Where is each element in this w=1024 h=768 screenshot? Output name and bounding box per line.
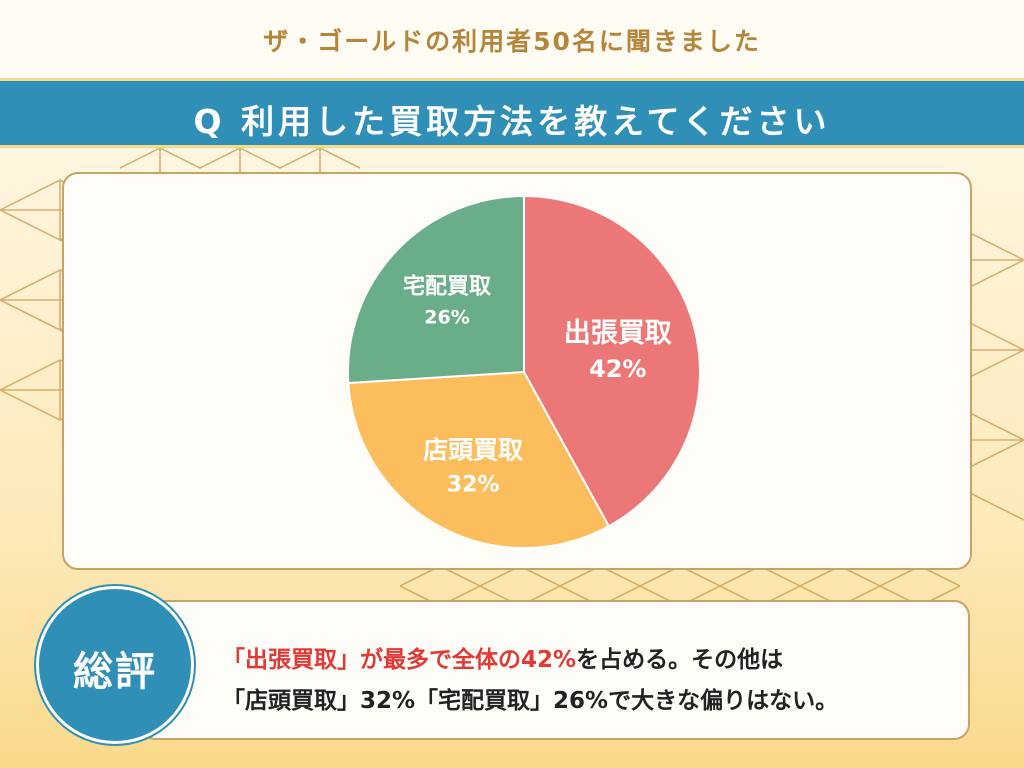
question-title-bar: Q 利用した買取方法を教えてください: [0, 78, 1024, 148]
summary-line-1: 「出張買取」が最多で全体の42%を占める。その他は: [222, 640, 962, 681]
slice-value-label: 26%: [424, 307, 469, 329]
slice-value-label: 42%: [589, 355, 646, 383]
summary-badge-label: 総評: [73, 649, 157, 695]
summary-line-2: 「店頭買取」32%「宅配買取」26%で大きな偏りはない。: [222, 688, 839, 714]
slice-tento: [347, 370, 611, 549]
summary-text: 「出張買取」が最多で全体の42%を占める。その他は 「店頭買取」32%「宅配買取…: [222, 640, 962, 722]
question-title: Q 利用した買取方法を教えてください: [193, 102, 831, 141]
asanoha-pattern-bottom: [400, 566, 960, 606]
header-band: [0, 0, 1024, 78]
summary-line-1-rest: を占める。その他は: [576, 647, 784, 673]
survey-subtitle: ザ・ゴールドの利用者50名に聞きました: [263, 27, 761, 56]
summary-highlight: 「出張買取」が最多で全体の42%: [222, 647, 577, 673]
slice-value-label: 32%: [447, 473, 500, 498]
chart-card: 出張買取 42% 店頭買取 32% 宅配買取 26%: [62, 172, 972, 570]
slice-label: 宅配買取: [403, 274, 491, 300]
slice-shucho: [523, 194, 701, 528]
asanoha-pattern-top: [120, 148, 361, 172]
slice-label: 出張買取: [564, 318, 672, 349]
summary-badge: 総評: [36, 586, 194, 744]
slice-label: 店頭買取: [423, 436, 523, 465]
pie-chart: 出張買取 42% 店頭買取 32% 宅配買取 26%: [347, 194, 701, 549]
summary-card: [140, 600, 970, 740]
slice-takuhai: [347, 194, 525, 385]
